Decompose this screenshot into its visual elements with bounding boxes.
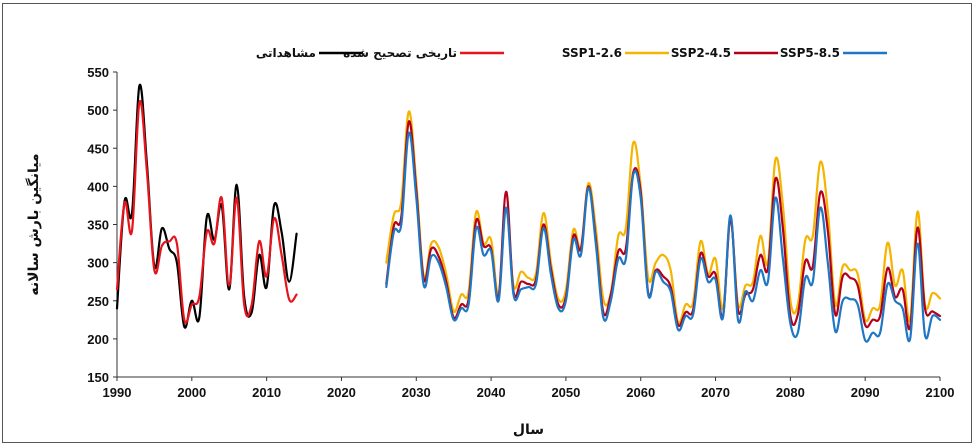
x-tick-label: 2000 — [177, 385, 206, 400]
x-tick-label: 2060 — [626, 385, 655, 400]
series-line-3 — [385, 120, 942, 331]
x-tick-label: 2090 — [851, 385, 880, 400]
chart-axes: 150 200 250 300 350 400 450 500 550 1990 2000 2010 2… — [87, 65, 954, 400]
legend-label-3: SSP2-4.5 — [671, 46, 731, 60]
x-tick-label: 2010 — [252, 385, 281, 400]
x-tick-label: 1990 — [103, 385, 132, 400]
legend-label-0: مشاهداتی — [256, 46, 316, 60]
y-tick-label: 450 — [87, 141, 109, 156]
y-tick-label: 400 — [87, 179, 109, 194]
y-tick-label: 550 — [87, 65, 109, 80]
y-tick-label: 150 — [87, 370, 109, 385]
chart-legend: SSP5-8.5 SSP2-4.5 SSP1-2.6 تاریخی تصحیح شده… — [256, 46, 887, 60]
chart-frame — [2, 3, 972, 443]
y-tick-label: 200 — [87, 332, 109, 347]
x-tick-label: 2100 — [926, 385, 955, 400]
y-tick-label: 350 — [87, 218, 109, 233]
series-line-2 — [385, 110, 942, 325]
x-tick-label: 2080 — [776, 385, 805, 400]
series-line-1 — [115, 99, 298, 324]
legend-label-2: SSP1-2.6 — [562, 46, 622, 60]
x-tick-label: 2040 — [477, 385, 506, 400]
series-line-4 — [385, 131, 942, 343]
x-axis-title: سال — [513, 422, 544, 438]
y-tick-label: 300 — [87, 256, 109, 271]
x-tick-label: 2020 — [327, 385, 356, 400]
legend-label-1: تاریخی تصحیح شده — [343, 46, 457, 60]
x-tick-label: 2030 — [402, 385, 431, 400]
x-tick-label: 2070 — [701, 385, 730, 400]
y-tick-label: 250 — [87, 294, 109, 309]
y-tick-label: 500 — [87, 103, 109, 118]
legend-label-4: SSP5-8.5 — [780, 46, 840, 60]
x-tick-label: 2050 — [551, 385, 580, 400]
y-axis-title: میانگین بارش سالانه — [25, 153, 42, 295]
plot-area — [115, 83, 942, 343]
